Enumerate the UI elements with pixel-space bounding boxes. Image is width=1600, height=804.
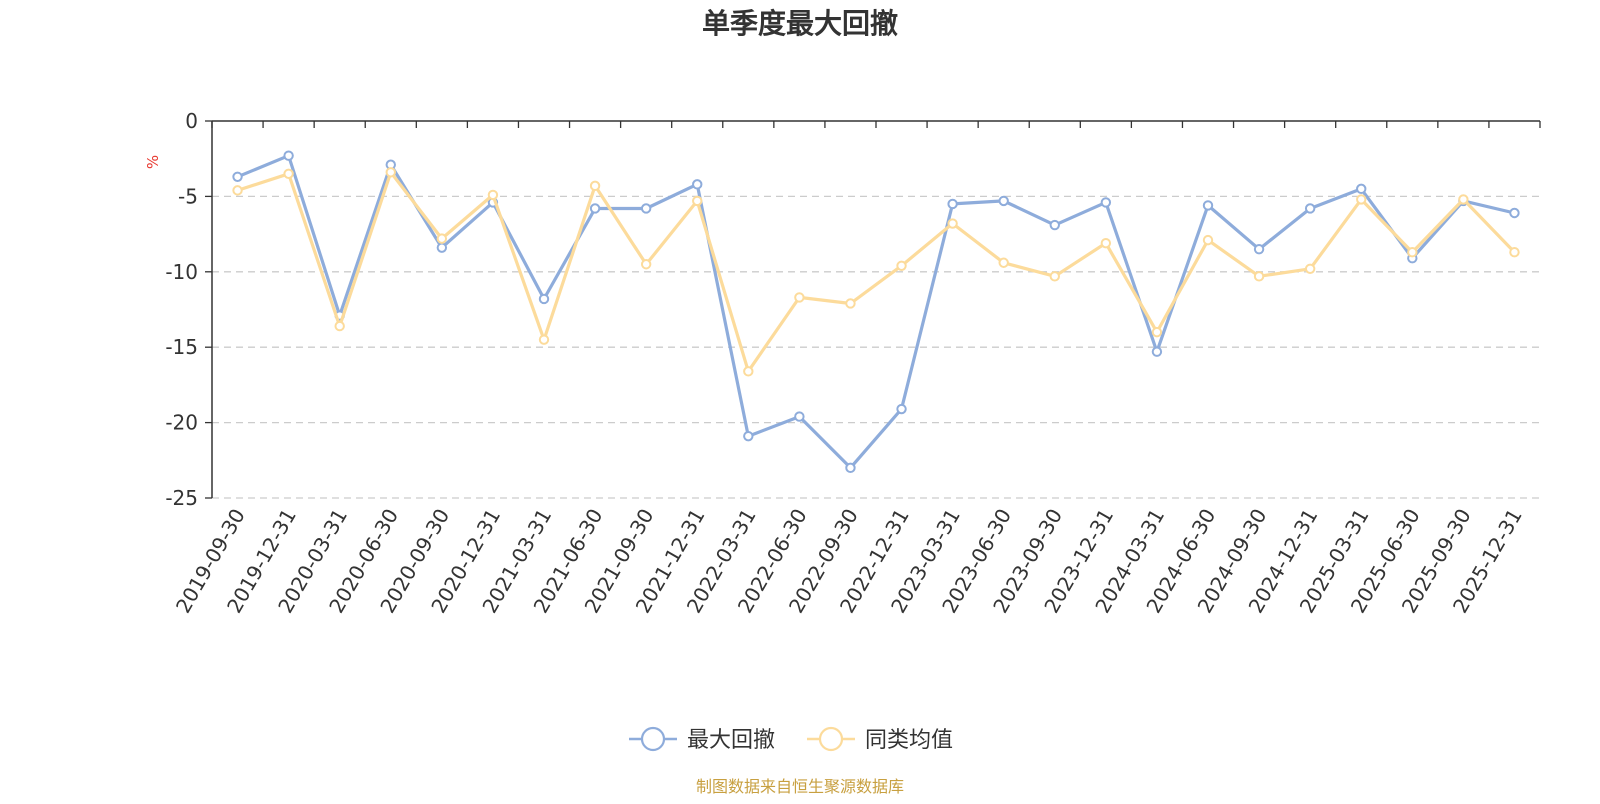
y-axis-unit: % — [144, 155, 162, 169]
data-point[interactable] — [743, 366, 754, 377]
data-point[interactable] — [1253, 243, 1265, 255]
series-line — [236, 154, 1515, 470]
data-point[interactable] — [692, 179, 703, 190]
y-tick-label: -10 — [165, 260, 198, 284]
legend-marker-icon — [640, 726, 666, 752]
source-note: 制图数据来自恒生聚源数据库 — [696, 777, 904, 796]
legend-label: 同类均值 — [865, 728, 953, 753]
data-point[interactable] — [1049, 271, 1060, 282]
data-point[interactable] — [1304, 203, 1316, 214]
data-point[interactable] — [1202, 234, 1214, 246]
data-point[interactable] — [1509, 246, 1520, 258]
data-point[interactable] — [538, 334, 550, 345]
data-point[interactable] — [232, 171, 243, 182]
data-point[interactable] — [896, 403, 907, 415]
data-point[interactable] — [283, 150, 294, 161]
data-point[interactable] — [334, 320, 345, 332]
data-point[interactable] — [1407, 246, 1418, 258]
y-tick-label: -20 — [165, 411, 198, 435]
series-line — [237, 170, 1516, 373]
data-point[interactable] — [794, 292, 805, 303]
legend-label: 最大回撤 — [687, 728, 775, 753]
data-point[interactable] — [1356, 194, 1367, 205]
data-point[interactable] — [1100, 197, 1112, 208]
data-point[interactable] — [896, 260, 907, 271]
data-point[interactable] — [1509, 207, 1520, 219]
data-point[interactable] — [283, 168, 294, 179]
data-point[interactable] — [1458, 194, 1469, 205]
data-point[interactable] — [947, 218, 958, 229]
data-point[interactable] — [640, 259, 652, 270]
grid-lines — [212, 195, 1540, 499]
legend-item-2[interactable]: 同类均值 — [807, 726, 953, 753]
series-1 — [232, 150, 1520, 474]
data-point[interactable] — [1202, 200, 1214, 211]
data-point[interactable] — [385, 167, 396, 178]
data-point[interactable] — [1356, 183, 1367, 195]
data-point[interactable] — [589, 180, 601, 192]
data-point[interactable] — [743, 430, 754, 442]
y-tick-label: -25 — [165, 486, 198, 510]
data-point[interactable] — [1151, 346, 1163, 357]
legend[interactable]: 最大回撤 同类均值 — [629, 726, 953, 753]
data-point[interactable] — [1049, 219, 1060, 231]
data-point[interactable] — [845, 462, 856, 474]
data-point[interactable] — [794, 411, 805, 422]
data-point[interactable] — [1304, 263, 1316, 274]
y-tick-label: -5 — [178, 184, 198, 208]
data-point[interactable] — [487, 189, 499, 201]
data-point[interactable] — [436, 242, 448, 253]
data-point[interactable] — [1100, 237, 1112, 249]
data-point[interactable] — [640, 203, 652, 214]
legend-marker-icon — [818, 726, 844, 752]
data-point[interactable] — [998, 195, 1009, 207]
data-point[interactable] — [538, 293, 550, 305]
data-point[interactable] — [1253, 271, 1265, 282]
legend-item-1[interactable]: 最大回撤 — [629, 726, 775, 753]
data-point[interactable] — [589, 203, 601, 214]
data-point[interactable] — [232, 185, 243, 196]
y-tick-label: -15 — [165, 335, 198, 359]
axes: 0-5-10-15-20-252019-09-302019-12-312020-… — [165, 109, 1541, 617]
y-tick-label: 0 — [185, 109, 198, 133]
series-2 — [232, 167, 1520, 377]
data-point[interactable] — [947, 198, 958, 210]
series-lines — [232, 150, 1520, 474]
chart-title: 单季度最大回撤 — [702, 7, 898, 40]
data-point[interactable] — [998, 257, 1009, 268]
data-point[interactable] — [692, 195, 703, 207]
data-point[interactable] — [1151, 326, 1163, 338]
data-point[interactable] — [845, 298, 856, 309]
data-point[interactable] — [436, 233, 448, 244]
